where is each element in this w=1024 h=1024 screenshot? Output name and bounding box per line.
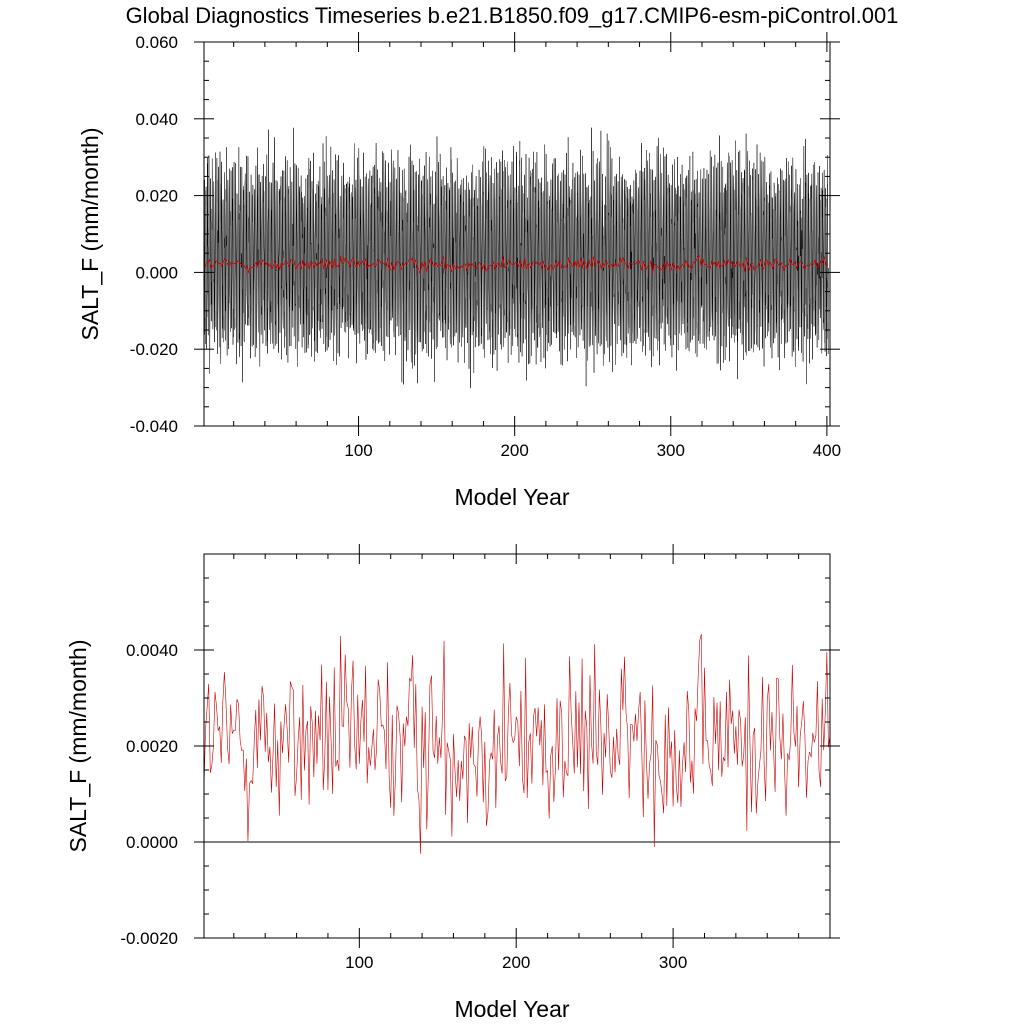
top-y-tick-label: -0.040 <box>130 417 178 436</box>
bottom-x-tick-label: 100 <box>345 953 373 972</box>
top-y-tick-label: 0.000 <box>135 263 178 282</box>
bottom-plot-frame <box>203 553 831 939</box>
monthly-series-line <box>204 127 829 389</box>
bottom-tick-labels-group: 100 200 300 -0.0020 0.0000 0.0020 0.0040 <box>120 641 687 972</box>
bottom-x-tick-label: 200 <box>502 953 530 972</box>
top-ticks-group <box>194 32 840 436</box>
bottom-ticks-group <box>194 544 840 948</box>
top-plot-frame <box>203 41 831 427</box>
top-annual-series-line <box>204 255 828 274</box>
bottom-y-tick-label: 0.0000 <box>126 833 178 852</box>
top-x-tick-label: 400 <box>813 441 841 460</box>
top-tick-labels-group: 100 200 300 400 -0.040 -0.020 0.000 0.020 0.040 0… <box>130 33 841 460</box>
bottom-y-tick-label: -0.0020 <box>120 929 178 948</box>
bottom-x-axis-label: Model Year <box>454 996 569 1022</box>
top-y-tick-label: 0.020 <box>135 187 178 206</box>
top-x-tick-label: 200 <box>500 441 528 460</box>
bottom-series-group <box>204 634 830 854</box>
top-y-tick-label: 0.040 <box>135 110 178 129</box>
bottom-y-axis-label: SALT_F (mm/month) <box>65 640 91 853</box>
bottom-annual-series-line <box>204 634 830 854</box>
bottom-y-tick-label: 0.0040 <box>126 641 178 660</box>
bottom-panel: 100 200 300 -0.0020 0.0000 0.0020 0.0040 Model… <box>65 544 840 1022</box>
top-x-tick-label: 300 <box>657 441 685 460</box>
top-y-tick-label: -0.020 <box>130 340 178 359</box>
top-x-tick-label: 100 <box>344 441 372 460</box>
top-y-tick-label: 0.060 <box>135 33 178 52</box>
top-x-axis-label: Model Year <box>454 484 569 510</box>
top-panel: 100 200 300 400 -0.040 -0.020 0.000 0.020 0.040 0… <box>77 32 841 510</box>
bottom-y-tick-label: 0.0020 <box>126 737 178 756</box>
main-title: Global Diagnostics Timeseries b.e21.B185… <box>126 3 899 28</box>
top-y-axis-label: SALT_F (mm/month) <box>77 128 103 341</box>
bottom-x-tick-label: 300 <box>659 953 687 972</box>
top-series-group <box>204 127 829 389</box>
